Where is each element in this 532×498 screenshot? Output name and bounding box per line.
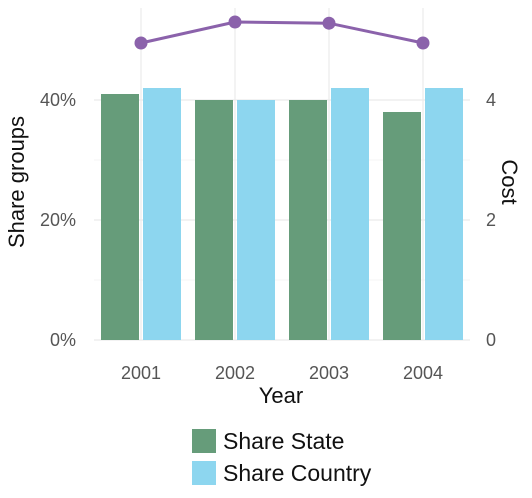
y-tick-label: 0% <box>50 330 76 350</box>
bar-share-state-2003 <box>289 100 327 340</box>
cost-point-2001 <box>134 36 148 50</box>
bar-share-country-2004 <box>425 88 463 340</box>
cost-point-2002 <box>228 15 242 29</box>
x-tick-label: 2004 <box>403 363 443 383</box>
bar-share-state-2002 <box>195 100 233 340</box>
bar-share-country-2001 <box>143 88 181 340</box>
legend-swatch-share-state <box>192 429 216 453</box>
legend-label-share-state: Share State <box>223 428 344 454</box>
x-tick-label: 2002 <box>215 363 255 383</box>
bar-share-state-2004 <box>383 112 421 340</box>
x-axis-title: Year <box>259 383 303 408</box>
x-tick-label: 2001 <box>121 363 161 383</box>
y2-tick-label: 4 <box>486 90 496 110</box>
bar-share-country-2003 <box>331 88 369 340</box>
y-tick-label: 20% <box>40 210 76 230</box>
bars <box>101 88 463 340</box>
axes: 0% 20% 40% 0 2 4 2001 2002 2003 2004 <box>40 90 496 383</box>
y-axis-title: Share groups <box>4 116 29 248</box>
cost-line-path <box>140 20 424 45</box>
cost-line <box>134 15 430 50</box>
y2-axis-title: Cost <box>497 159 522 204</box>
legend-label-share-country: Share Country <box>223 460 372 486</box>
y2-tick-label: 0 <box>486 330 496 350</box>
bar-share-state-2001 <box>101 94 139 340</box>
bar-share-country-2002 <box>237 100 275 340</box>
y-tick-label: 40% <box>40 90 76 110</box>
legend: Share State Share Country <box>192 428 372 486</box>
cost-point-2004 <box>416 36 430 50</box>
x-tick-label: 2003 <box>309 363 349 383</box>
cost-point-2003 <box>322 16 336 30</box>
legend-swatch-share-country <box>192 461 216 485</box>
y2-tick-label: 2 <box>486 210 496 230</box>
